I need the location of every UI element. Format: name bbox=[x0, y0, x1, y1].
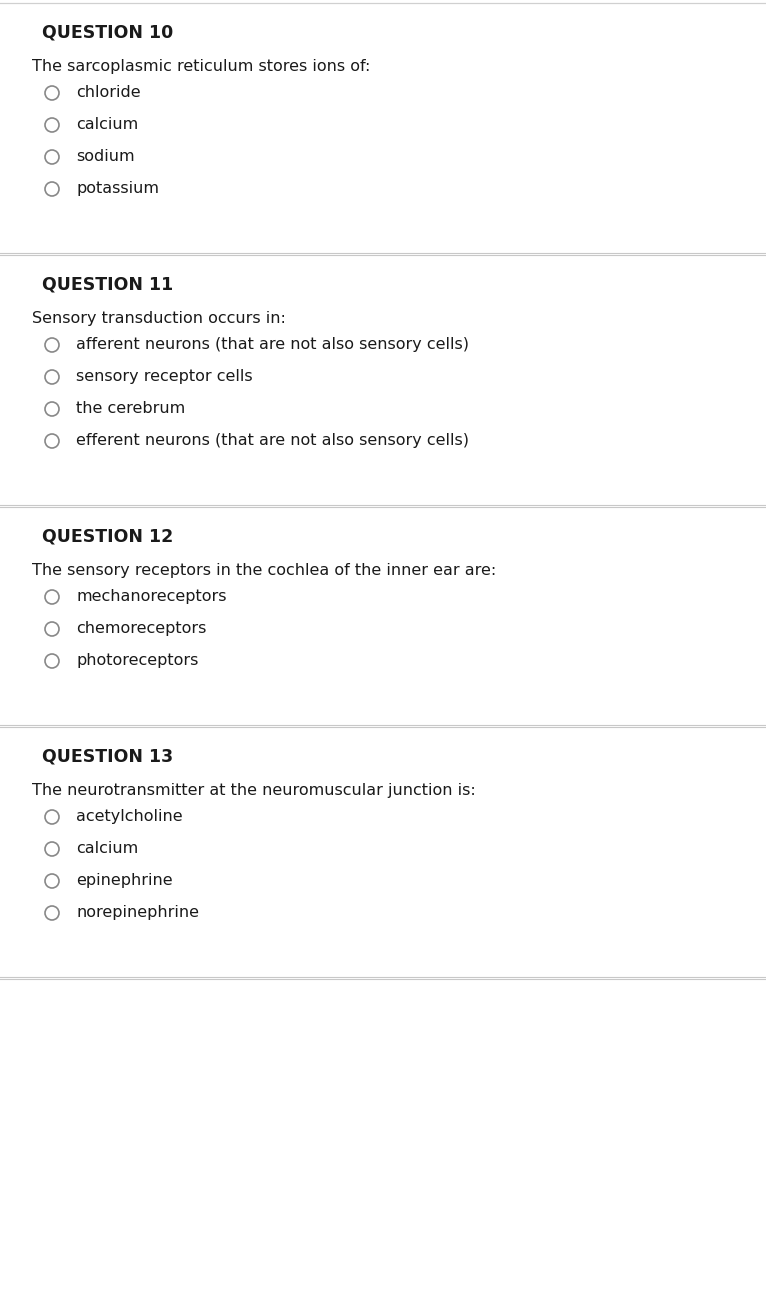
Text: the cerebrum: the cerebrum bbox=[76, 401, 185, 417]
Text: The neurotransmitter at the neuromuscular junction is:: The neurotransmitter at the neuromuscula… bbox=[32, 783, 476, 798]
Text: sodium: sodium bbox=[76, 149, 135, 164]
Text: QUESTION 11: QUESTION 11 bbox=[42, 275, 173, 293]
Text: QUESTION 10: QUESTION 10 bbox=[42, 24, 173, 41]
Text: The sensory receptors in the cochlea of the inner ear are:: The sensory receptors in the cochlea of … bbox=[32, 563, 496, 578]
Text: calcium: calcium bbox=[76, 841, 138, 855]
Text: acetylcholine: acetylcholine bbox=[76, 810, 182, 824]
Text: calcium: calcium bbox=[76, 117, 138, 132]
Text: QUESTION 13: QUESTION 13 bbox=[42, 747, 173, 765]
Text: efferent neurons (that are not also sensory cells): efferent neurons (that are not also sens… bbox=[76, 434, 469, 448]
Text: sensory receptor cells: sensory receptor cells bbox=[76, 369, 253, 384]
Text: mechanoreceptors: mechanoreceptors bbox=[76, 590, 227, 604]
Text: The sarcoplasmic reticulum stores ions of:: The sarcoplasmic reticulum stores ions o… bbox=[32, 59, 371, 73]
Text: QUESTION 12: QUESTION 12 bbox=[42, 527, 173, 545]
Text: chemoreceptors: chemoreceptors bbox=[76, 621, 206, 635]
Text: photoreceptors: photoreceptors bbox=[76, 652, 198, 668]
Text: afferent neurons (that are not also sensory cells): afferent neurons (that are not also sens… bbox=[76, 337, 469, 352]
Text: chloride: chloride bbox=[76, 85, 141, 100]
Text: norepinephrine: norepinephrine bbox=[76, 905, 199, 920]
Text: potassium: potassium bbox=[76, 181, 159, 196]
Text: epinephrine: epinephrine bbox=[76, 872, 172, 888]
Text: Sensory transduction occurs in:: Sensory transduction occurs in: bbox=[32, 310, 286, 326]
